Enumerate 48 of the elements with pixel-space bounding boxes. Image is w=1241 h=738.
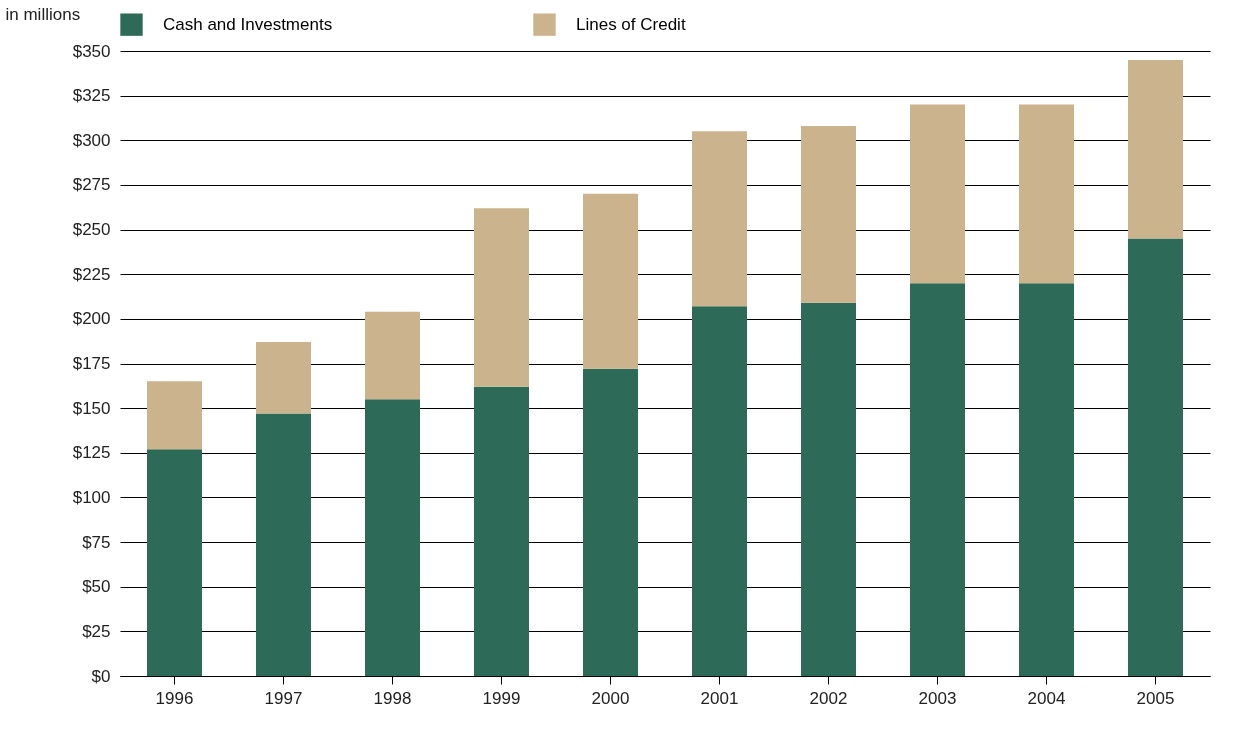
x-tick-label: 2001	[700, 688, 739, 708]
legend-label: Cash and Investments	[163, 14, 333, 34]
bar	[1128, 59, 1183, 239]
y-tick-label: $250	[72, 220, 111, 240]
x-tick-label: 2000	[591, 688, 630, 708]
bar	[692, 306, 747, 676]
legend-label: Lines of Credit	[576, 14, 686, 34]
y-tick-label: $125	[72, 443, 111, 463]
y-tick-label: $200	[72, 309, 111, 329]
x-tick-label: 2005	[1136, 688, 1175, 708]
bar	[692, 131, 747, 307]
y-axis-title: in millions	[5, 4, 81, 24]
bar	[147, 381, 202, 450]
x-tick-label: 1997	[264, 688, 303, 708]
bar	[583, 368, 638, 676]
x-tick-label: 1998	[373, 688, 412, 708]
bar	[801, 302, 856, 676]
y-tick-label: $150	[72, 398, 111, 418]
y-tick-label: $275	[72, 175, 111, 195]
bar	[256, 413, 311, 676]
x-tick-label: 2003	[918, 688, 957, 708]
bar	[256, 342, 311, 414]
y-tick-label: $100	[72, 487, 111, 507]
y-tick-label: $50	[82, 577, 111, 597]
y-tick-label: $225	[72, 264, 111, 284]
bar	[583, 193, 638, 369]
y-tick-label: $25	[82, 621, 111, 641]
bar	[474, 386, 529, 676]
bar	[1128, 238, 1183, 676]
x-tick-label: 1996	[155, 688, 194, 708]
bar	[365, 399, 420, 676]
bar	[910, 104, 965, 284]
y-tick-label: $75	[82, 532, 111, 552]
y-tick-label: $0	[91, 666, 111, 686]
x-tick-label: 2004	[1027, 688, 1066, 708]
bar	[801, 126, 856, 303]
bar	[365, 311, 420, 400]
y-tick-label: $325	[72, 86, 111, 106]
bar	[1019, 283, 1074, 676]
bar	[474, 208, 529, 387]
x-tick-label: 2002	[809, 688, 848, 708]
y-tick-label: $175	[72, 354, 111, 373]
bar	[147, 449, 202, 676]
y-tick-label: $300	[72, 130, 111, 150]
x-tick-label: 1999	[482, 688, 521, 708]
y-tick-label: $350	[72, 41, 111, 61]
bar	[910, 283, 965, 676]
bar	[1019, 104, 1074, 284]
